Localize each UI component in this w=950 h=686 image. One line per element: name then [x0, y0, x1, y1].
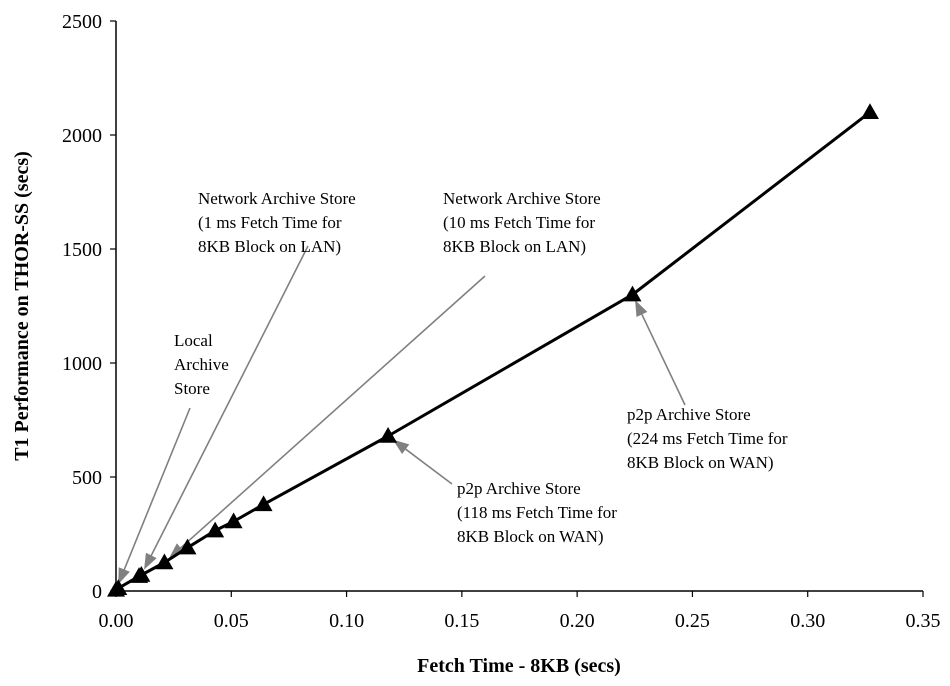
annotation-line: (224 ms Fetch Time for [627, 429, 788, 448]
annotation-arrow [400, 444, 453, 485]
annotation-line: (1 ms Fetch Time for [198, 213, 342, 232]
data-point-marker [132, 566, 151, 582]
annotation-arrowhead [392, 439, 410, 454]
x-tick-label: 0.25 [675, 610, 710, 632]
annotation-arrowhead [635, 300, 648, 318]
annotation-arrowhead [168, 543, 185, 559]
annotation-arrow [147, 245, 309, 562]
annotation-arrow [175, 275, 486, 553]
x-tick-label: 0.00 [99, 610, 134, 632]
annotation-label: p2p Archive Store (224 ms Fetch Time for 8… [627, 405, 788, 472]
data-point-marker [155, 553, 174, 570]
annotation-line: (118 ms Fetch Time for [457, 503, 617, 522]
data-point-marker [224, 512, 243, 529]
annotation-line: p2p Archive Store [457, 479, 581, 498]
y-tick-label: 2000 [62, 125, 102, 147]
x-tick-label: 0.20 [560, 610, 595, 632]
annotation-label: p2p Archive Store (118 ms Fetch Time for 8… [457, 479, 617, 546]
annotation-label: Local Archive Store [174, 331, 229, 398]
y-tick-label: 1500 [62, 239, 102, 261]
annotation-line: Network Archive Store [198, 189, 356, 208]
x-tick-label: 0.10 [329, 610, 364, 632]
annotation-label: Network Archive Store (1 ms Fetch Time fo… [198, 189, 356, 256]
annotation-arrow [121, 407, 191, 576]
annotation-line: 8KB Block on LAN) [443, 237, 586, 256]
annotation-line: 8KB Block on WAN) [457, 527, 604, 546]
data-point-marker [254, 495, 273, 512]
ticks: 0.00 0.05 0.10 0.15 0.20 0.25 0.30 0.35 0 500 1000… [62, 11, 941, 632]
data-point-marker [178, 538, 197, 555]
annotation-label: Network Archive Store (10 ms Fetch Time f… [443, 189, 601, 256]
annotation-line: 8KB Block on LAN) [198, 237, 341, 256]
data-point-marker [379, 426, 398, 443]
annotation-arrow [638, 308, 686, 406]
x-tick-label: 0.05 [214, 610, 249, 632]
y-axis-title: T1 Performance on THOR-SS (secs) [11, 151, 33, 461]
annotation-line: p2p Archive Store [627, 405, 751, 424]
data-point-marker [860, 103, 879, 119]
x-tick-label: 0.30 [790, 610, 825, 632]
annotations: Local Archive Store Network Archive Store (1… [174, 189, 788, 546]
data-point-marker [206, 521, 225, 538]
annotation-line: Network Archive Store [443, 189, 601, 208]
x-axis-title: Fetch Time - 8KB (secs) [417, 655, 621, 677]
annotation-line: Local [174, 331, 213, 350]
x-tick-label: 0.35 [906, 610, 941, 632]
data-point-marker [109, 579, 128, 596]
x-tick-label: 0.15 [444, 610, 479, 632]
annotation-arrowhead [118, 567, 130, 585]
data-point-marker [623, 285, 642, 302]
annotation-arrows [118, 245, 686, 585]
axes [115, 21, 923, 592]
annotation-line: Store [174, 379, 210, 398]
annotation-arrowhead [144, 552, 157, 570]
series [107, 103, 879, 597]
annotation-line: 8KB Block on WAN) [627, 453, 774, 472]
annotation-line: Archive [174, 355, 229, 374]
y-tick-label: 0 [92, 581, 102, 603]
y-tick-label: 2500 [62, 11, 102, 33]
y-tick-label: 1000 [62, 353, 102, 375]
y-tick-label: 500 [72, 467, 102, 489]
annotation-line: (10 ms Fetch Time for [443, 213, 595, 232]
